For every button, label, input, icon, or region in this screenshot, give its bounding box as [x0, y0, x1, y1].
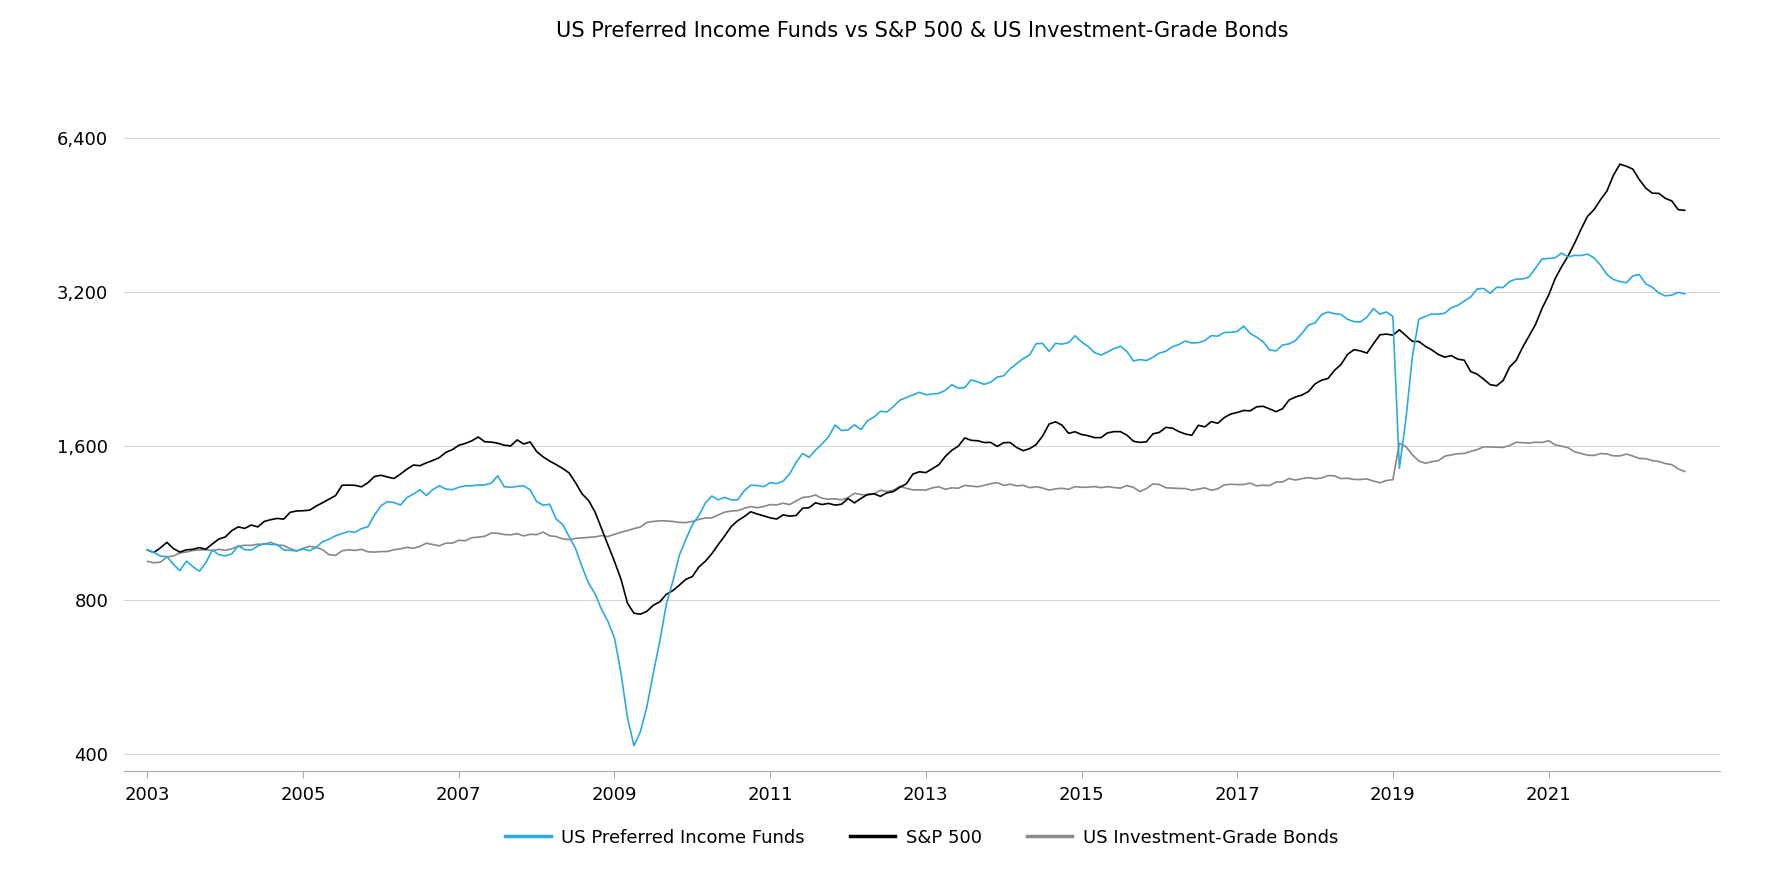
Legend: US Preferred Income Funds, S&P 500, US Investment-Grade Bonds: US Preferred Income Funds, S&P 500, US I… — [498, 821, 1346, 854]
Title: US Preferred Income Funds vs S&P 500 & US Investment-Grade Bonds: US Preferred Income Funds vs S&P 500 & U… — [555, 21, 1289, 41]
